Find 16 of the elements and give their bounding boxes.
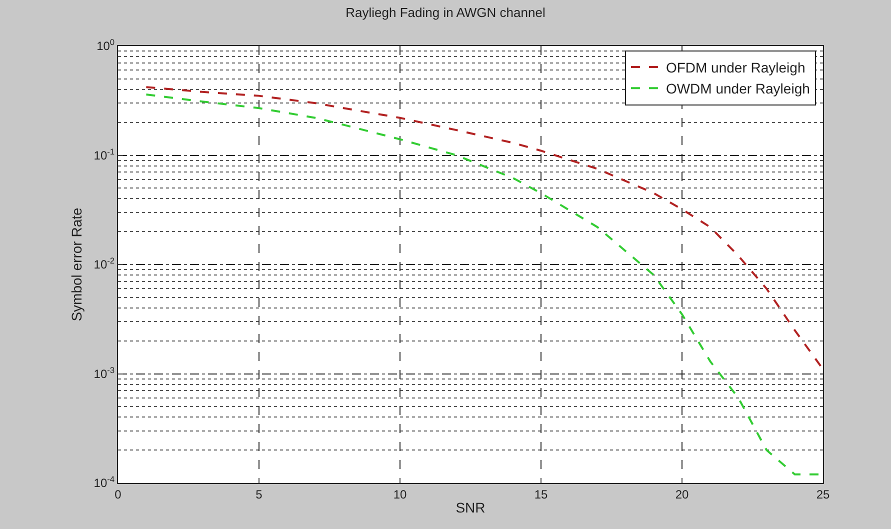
x-tick-label: 0 <box>114 487 122 502</box>
y-tick-label: 10$^{-3}$ <box>94 364 115 381</box>
chart-title: Rayliegh Fading in AWGN channel <box>346 5 546 20</box>
legend-label: OFDM under Rayleigh <box>666 59 806 76</box>
x-axis-title: SNR <box>456 500 486 516</box>
x-tick-label: 25 <box>816 487 830 502</box>
y-axis-title: Symbol error Rate <box>68 207 84 322</box>
x-tick-label: 5 <box>256 487 263 502</box>
x-tick-label: 15 <box>534 487 548 502</box>
y-tick-label: 10$^{-4}$ <box>94 474 115 490</box>
legend-label: OWDM under Rayleigh <box>666 80 810 97</box>
y-tick-label: 10$^{-1}$ <box>94 146 115 162</box>
x-tick-label: 20 <box>675 487 689 502</box>
y-tick-label: 10$^{0}$ <box>96 37 115 54</box>
x-tick-label: 10 <box>393 487 407 502</box>
y-tick-label: 10$^{-2}$ <box>94 256 115 272</box>
